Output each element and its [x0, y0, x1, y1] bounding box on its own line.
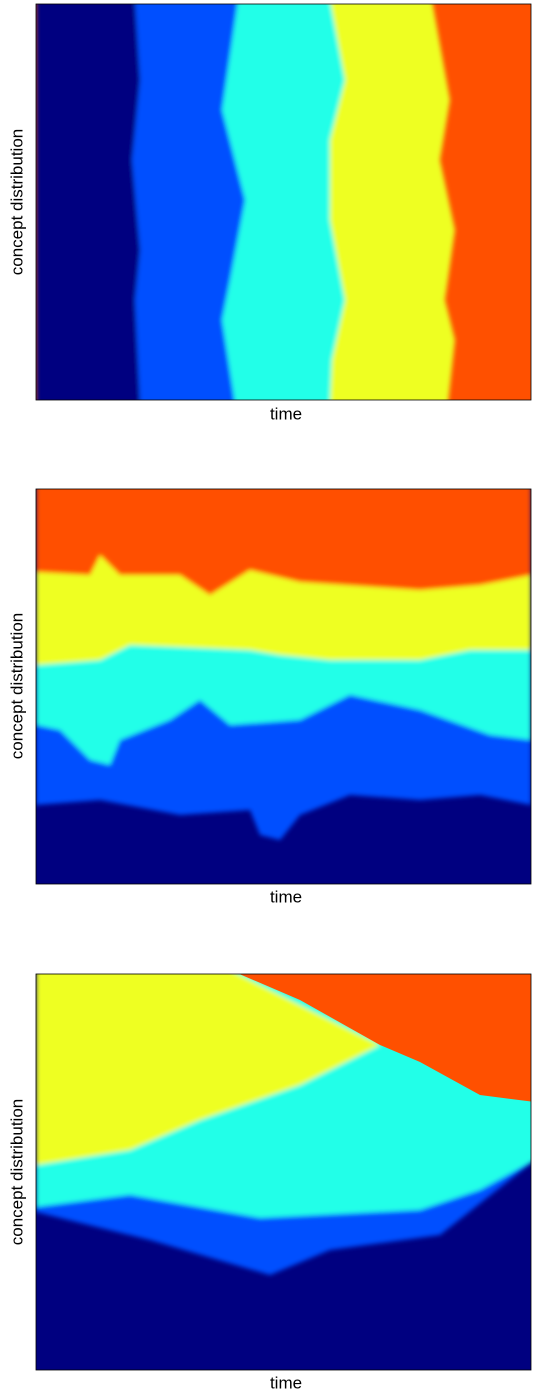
- y-axis-label: concept distribution: [7, 129, 26, 275]
- x-axis-label: time: [270, 1373, 302, 1392]
- x-axis-label: time: [270, 887, 302, 906]
- panel-plot: [36, 4, 531, 400]
- y-axis-label: concept distribution: [7, 1099, 26, 1245]
- panel-plot: [36, 489, 531, 884]
- region: [36, 4, 140, 400]
- panel-plot: [36, 974, 531, 1370]
- y-axis-label: concept distribution: [7, 613, 26, 759]
- plot-frame: [35, 488, 532, 885]
- plot-frame: [35, 3, 532, 401]
- x-axis-label: time: [270, 404, 302, 423]
- plot-frame: [35, 973, 532, 1371]
- region: [239, 974, 531, 1102]
- region: [36, 489, 531, 595]
- region: [36, 974, 380, 1165]
